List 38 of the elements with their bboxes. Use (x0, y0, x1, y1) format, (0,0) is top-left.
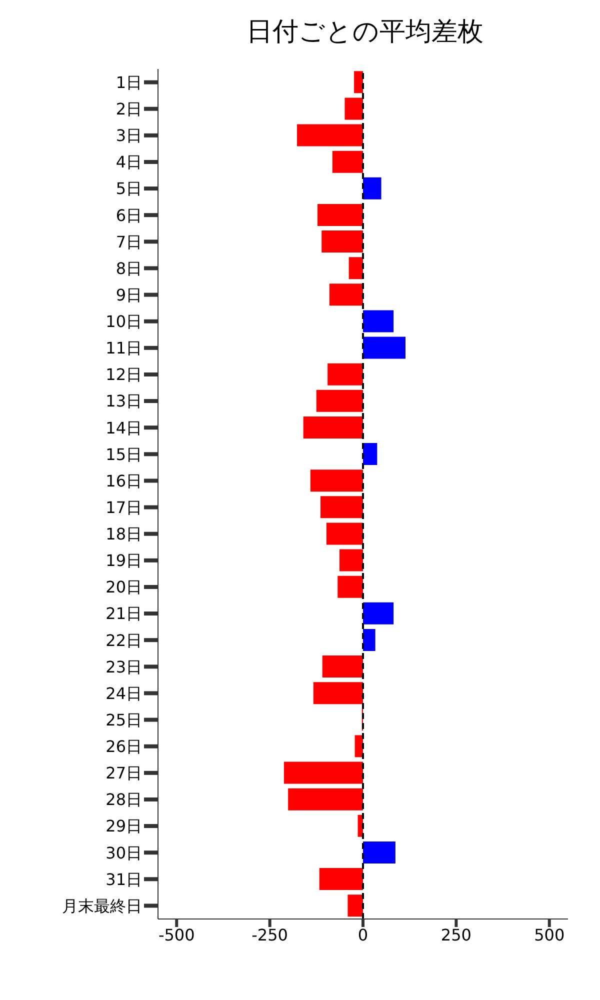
y-tick-label: 19日 (106, 551, 142, 570)
y-tick-label: 15日 (106, 444, 142, 464)
y-tick-label: 17日 (106, 498, 142, 517)
y-tick-label: 14日 (106, 418, 142, 438)
y-tick-label: 6日 (116, 206, 142, 225)
y-tick-label: 23日 (106, 657, 142, 676)
y-tick-label: 20日 (106, 578, 142, 597)
y-tick-label: 5日 (116, 179, 142, 198)
y-tick-label: 25日 (106, 710, 142, 730)
y-tick-label: 22日 (106, 630, 142, 650)
y-tick-label: 28日 (106, 790, 142, 810)
x-tick-label: -500 (158, 925, 195, 944)
y-tick-label: 12日 (106, 365, 142, 384)
y-tick-label: 2日 (116, 100, 142, 119)
y-tick-label: 7日 (116, 232, 142, 252)
y-tick-label: 1日 (116, 72, 142, 92)
x-tick-label: 250 (440, 925, 472, 944)
y-tick-label: 21日 (106, 604, 142, 624)
y-tick-label: 30日 (106, 843, 142, 862)
y-tick-label: 3日 (116, 126, 142, 146)
y-tick-label: 31日 (106, 870, 142, 889)
y-tick-label: 月末最終日 (62, 896, 142, 916)
y-tick-label: 27日 (106, 764, 142, 783)
chart-title: 日付ごとの平均差枚 (246, 16, 484, 49)
y-tick-label: 11日 (106, 338, 142, 358)
y-tick-label: 24日 (106, 684, 142, 703)
y-tick-label: 10日 (106, 312, 142, 332)
x-tick-label: 0 (358, 925, 368, 944)
y-tick-label: 9日 (116, 285, 142, 304)
y-tick-label: 8日 (116, 258, 142, 278)
y-tick-label: 4日 (116, 152, 142, 172)
y-tick-label: 29日 (106, 816, 142, 836)
x-tick-label: -250 (252, 925, 288, 944)
x-tick-label: 500 (534, 925, 565, 944)
y-tick-label: 16日 (106, 471, 142, 490)
y-tick-label: 26日 (106, 737, 142, 756)
y-tick-label: 13日 (106, 392, 142, 411)
y-tick-label: 18日 (106, 524, 142, 544)
